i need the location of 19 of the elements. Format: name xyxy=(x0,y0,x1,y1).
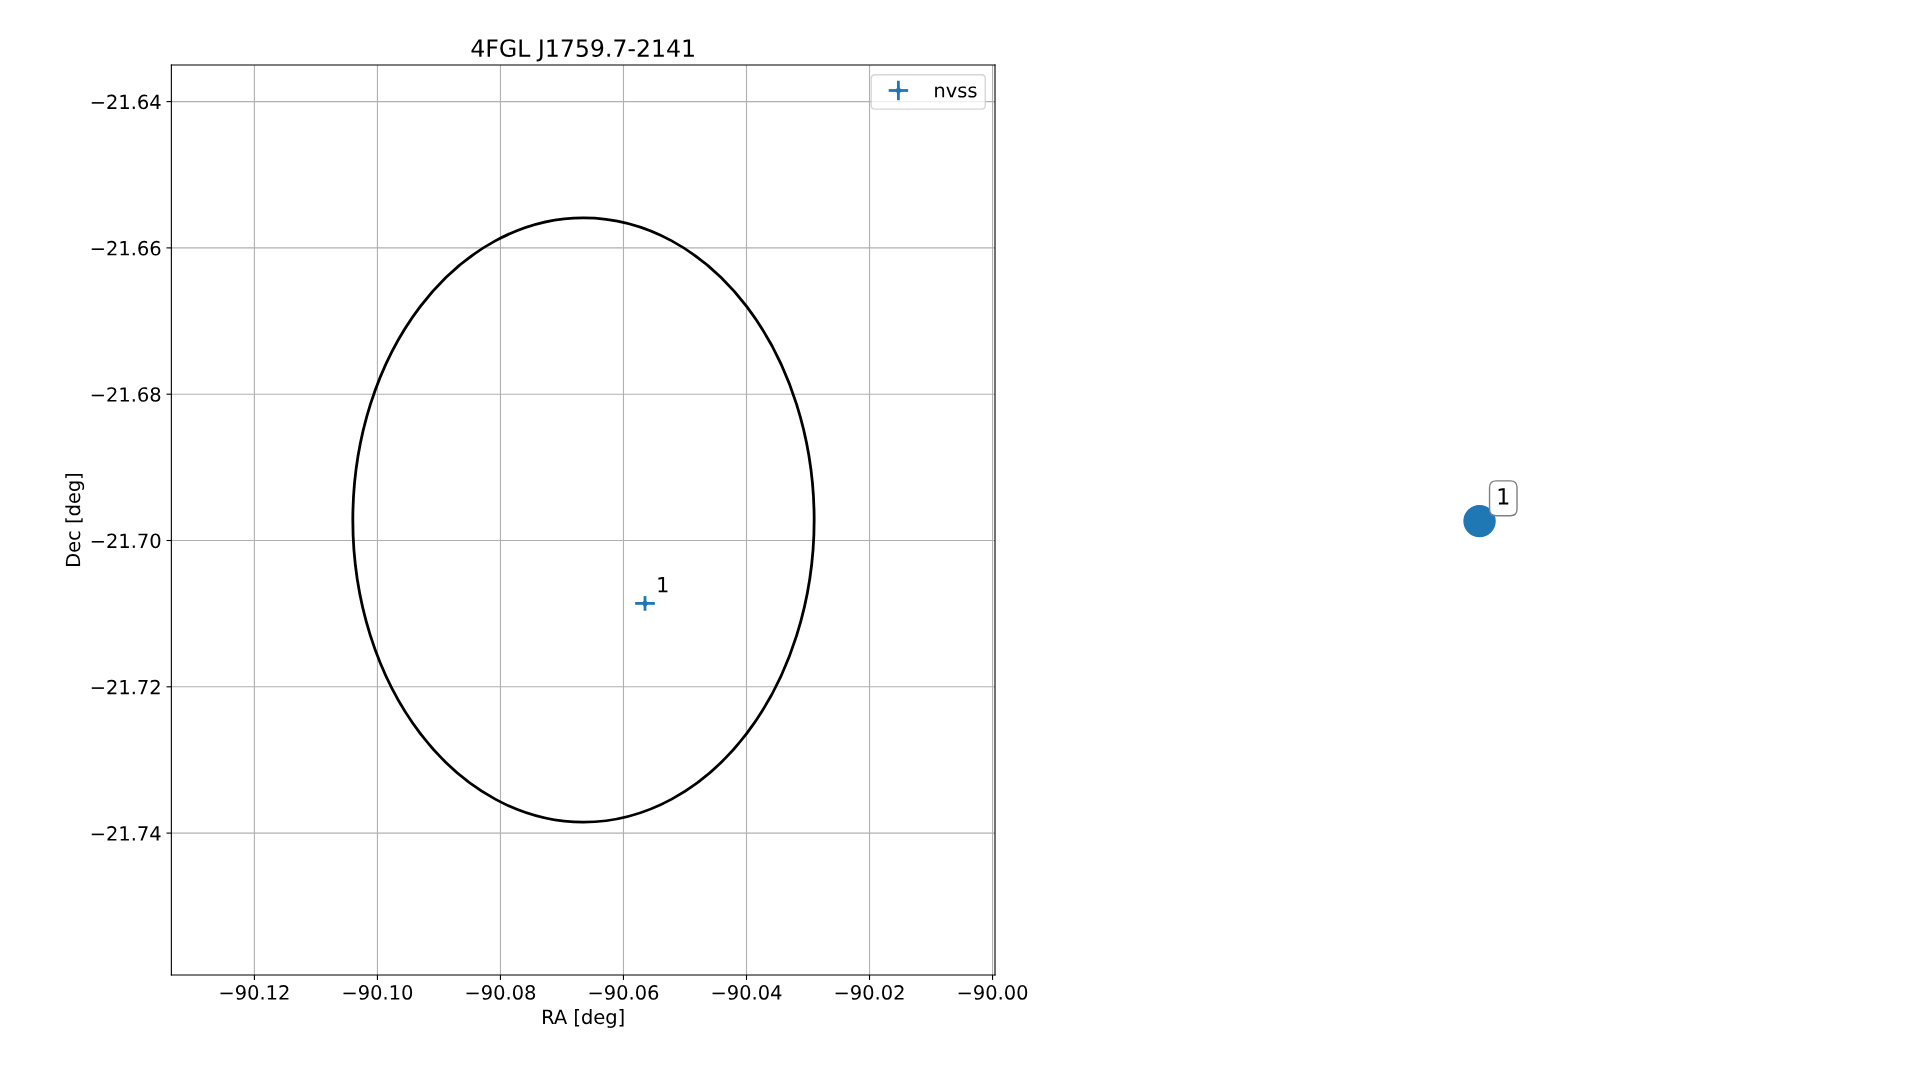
y-axis-title: Dec [deg] xyxy=(65,473,85,566)
x-tick-label: −90.06 xyxy=(589,985,659,1000)
annotation: 1 xyxy=(658,577,668,593)
x-tick-label: −90.02 xyxy=(835,985,904,1000)
y-tick-label: −21.64 xyxy=(91,94,161,110)
x-tick-label: −90.12 xyxy=(220,985,289,1000)
text: 1 xyxy=(1498,488,1509,505)
x-tick-label: −90.00 xyxy=(958,985,1028,1000)
chart-title: 4FGL J1759.7-2141 xyxy=(471,39,694,62)
x-axis-title: RA [deg] xyxy=(543,1009,624,1028)
x-tick-label: −90.08 xyxy=(466,985,536,1000)
y-tick-label: −21.72 xyxy=(91,679,160,695)
y-tick-label: −21.66 xyxy=(91,240,161,256)
x-tick-label: −90.04 xyxy=(712,985,782,1000)
y-tick-label: −21.68 xyxy=(91,387,161,402)
y-tick-label: −21.74 xyxy=(91,826,161,841)
x-tick-label: −90.10 xyxy=(343,985,413,1000)
y-tick-label: −21.70 xyxy=(91,533,161,549)
legend-label: nvss xyxy=(935,86,977,98)
